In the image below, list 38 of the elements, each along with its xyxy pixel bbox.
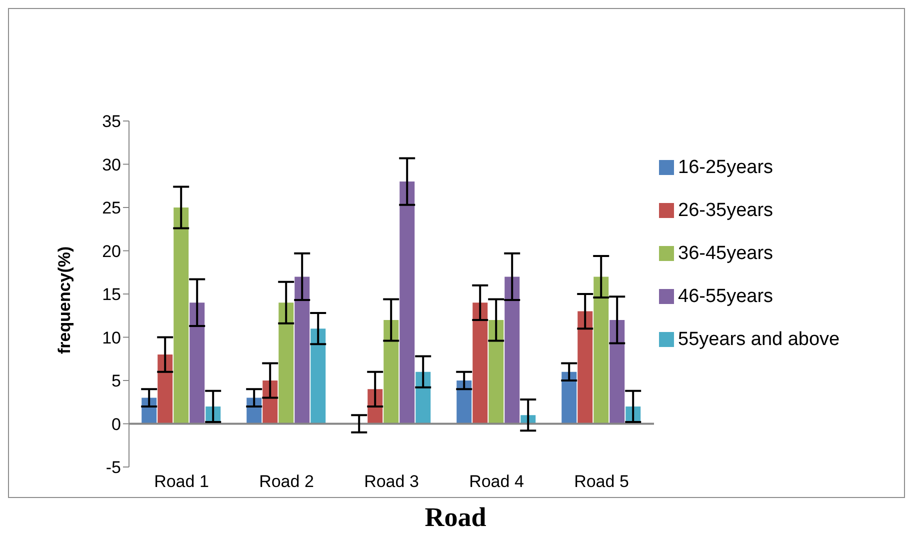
legend-label: 26-35years [678, 200, 774, 220]
y-tick-label: 5 [112, 372, 121, 391]
x-tick-label: Road 3 [364, 472, 419, 492]
legend-label: 36-45years [678, 242, 774, 264]
legend-label: 55years and above [678, 328, 840, 350]
y-tick-label: 0 [112, 414, 121, 434]
bar [400, 182, 415, 424]
bar [610, 320, 625, 424]
x-tick-label: Road 5 [574, 472, 629, 492]
legend-label: 46-55years [678, 286, 774, 306]
y-tick-label: 20 [102, 242, 121, 261]
bar [416, 372, 431, 424]
bar [310, 328, 326, 424]
x-tick-label: Road 4 [469, 472, 524, 492]
bar [456, 380, 472, 424]
bar [472, 302, 488, 424]
bar [594, 276, 609, 424]
y-axis-title: frequency(%) [55, 246, 74, 354]
y-tick-label: 30 [102, 155, 121, 174]
y-tick-label: 35 [102, 112, 121, 132]
bar [294, 276, 310, 424]
bar [278, 302, 294, 424]
x-tick-label: Road 2 [259, 472, 314, 492]
y-tick-label: 15 [102, 285, 121, 304]
bar [384, 320, 399, 424]
y-tick-label: 10 [102, 328, 121, 348]
bar [504, 276, 520, 424]
bar [562, 372, 577, 424]
x-axis-title: Road [424, 502, 488, 533]
y-tick-label: 25 [102, 198, 121, 218]
bar [158, 354, 173, 424]
x-tick-label: Road 1 [154, 472, 209, 492]
bar [578, 311, 593, 424]
y-tick-label: -5 [106, 458, 121, 478]
bar [174, 208, 189, 424]
legend-label: 16-25years [678, 156, 774, 178]
bar [190, 302, 205, 424]
bar [488, 320, 504, 424]
